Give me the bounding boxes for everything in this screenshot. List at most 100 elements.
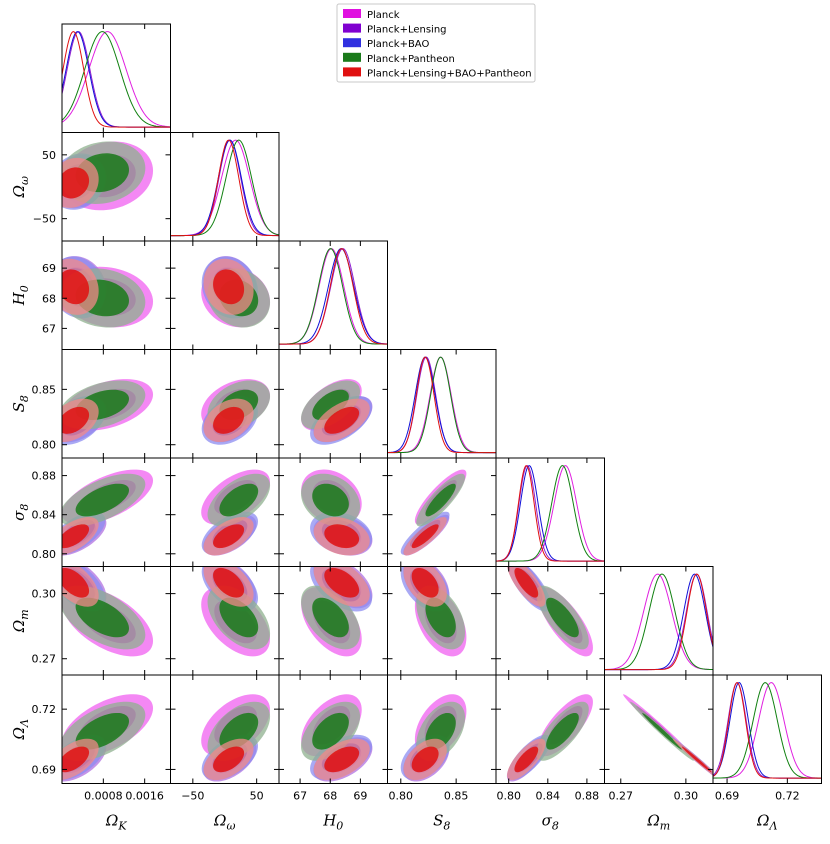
panel-sigma8-vs-sigma8 bbox=[496, 465, 605, 562]
pdf-curve-H0-series-0 bbox=[279, 248, 388, 345]
contour-68-series-4 bbox=[681, 746, 712, 773]
legend-label: Planck+Lensing bbox=[367, 25, 447, 36]
x-axis-label-OmegaK: ΩK bbox=[105, 812, 127, 833]
panel-Omegaw-vs-Omegaw bbox=[170, 139, 279, 237]
contour-68-series-4 bbox=[514, 567, 539, 598]
pdf-curve-OmegaL-series-3 bbox=[713, 682, 822, 779]
panel-OmegaL-vs-S8 bbox=[400, 694, 467, 782]
panel-Omegam-vs-H0 bbox=[301, 566, 373, 657]
x-tick-label-Omegam: 0.27 bbox=[609, 790, 634, 803]
panel-Omegam-vs-OmegaK bbox=[62, 566, 154, 657]
pdf-curve-H0-series-1 bbox=[279, 248, 388, 345]
contour-68-series-4 bbox=[324, 746, 360, 773]
y-tick-label-OmegaL: 0.69 bbox=[32, 763, 57, 776]
panel-OmegaL-vs-sigma8 bbox=[506, 694, 593, 782]
contour-68-series-4 bbox=[62, 167, 90, 199]
panel-sigma8-vs-Omegaw bbox=[201, 469, 271, 556]
panel-sigma8-vs-H0 bbox=[301, 469, 373, 556]
x-tick-label-OmegaK: 0.0008 bbox=[84, 790, 123, 803]
pdf-curve-S8-series-4 bbox=[387, 356, 496, 454]
y-tick-label-sigma8: 0.88 bbox=[32, 470, 57, 483]
legend-swatch bbox=[343, 38, 361, 48]
y-tick-label-S8: 0.85 bbox=[32, 383, 57, 396]
contour-68-series-4 bbox=[62, 567, 90, 598]
contour-68-series-4 bbox=[62, 269, 90, 305]
contour-68-series-4 bbox=[411, 567, 439, 598]
panel-Omegam-vs-Omegaw bbox=[201, 566, 271, 657]
contour-68-series-3 bbox=[312, 389, 349, 420]
panel-Omegam-vs-Omegam bbox=[604, 573, 713, 671]
pdf-curve-Omegam-series-4 bbox=[604, 573, 713, 671]
panel-OmegaL-vs-OmegaL bbox=[713, 682, 822, 779]
panel-OmegaK-vs-OmegaK bbox=[62, 31, 171, 128]
pdf-curve-S8-series-0 bbox=[387, 356, 496, 454]
y-tick-label-OmegaL: 0.72 bbox=[32, 703, 57, 716]
panel-H0-vs-Omegaw bbox=[201, 256, 271, 328]
panel-OmegaL-vs-Omegaw bbox=[201, 694, 271, 782]
contour-68-series-4 bbox=[62, 524, 90, 549]
pdf-curve-S8-series-2 bbox=[387, 356, 496, 454]
pdf-curve-S8-series-3 bbox=[387, 356, 496, 454]
x-tick-label-H0: 67 bbox=[293, 790, 307, 803]
pdf-curve-Omegam-series-3 bbox=[604, 573, 713, 671]
y-tick-label-Omegam: 0.27 bbox=[32, 653, 57, 666]
contour-68-series-4 bbox=[411, 746, 439, 773]
legend-label: Planck bbox=[367, 10, 400, 21]
panel-sigma8-vs-S8 bbox=[400, 469, 467, 556]
pdf-curve-Omegam-series-0 bbox=[604, 573, 713, 671]
y-axis-label-sigma8: σ8 bbox=[10, 504, 31, 521]
panel-frame bbox=[387, 349, 497, 459]
contour-68-series-4 bbox=[213, 269, 245, 305]
pdf-curve-OmegaK-series-1 bbox=[62, 31, 171, 128]
legend-box bbox=[336, 3, 536, 83]
pdf-curve-OmegaL-series-1 bbox=[713, 682, 822, 779]
y-axis-label-S8: S8 bbox=[10, 395, 31, 412]
legend-label: Planck+Pantheon bbox=[367, 54, 455, 65]
pdf-curve-OmegaL-series-4 bbox=[713, 682, 822, 779]
y-axis-label-OmegaL: ΩΛ bbox=[10, 719, 31, 740]
contour-68-series-4 bbox=[62, 746, 90, 773]
legend-swatch bbox=[343, 67, 361, 77]
y-axis-label-Omegaw: Ωω bbox=[10, 176, 31, 198]
contour-68-series-4 bbox=[514, 746, 539, 773]
panel-OmegaL-vs-OmegaK bbox=[62, 694, 154, 782]
y-tick-label-sigma8: 0.84 bbox=[32, 509, 57, 522]
legend-swatch bbox=[343, 23, 361, 33]
contour-68-series-4 bbox=[213, 567, 245, 598]
panel-S8-vs-H0 bbox=[301, 379, 373, 445]
panel-Omegaw-vs-OmegaK bbox=[62, 141, 154, 211]
x-tick-label-OmegaL: 0.69 bbox=[715, 790, 740, 803]
contour-68-series-4 bbox=[324, 406, 360, 434]
contour-68-series-3 bbox=[312, 483, 349, 517]
y-tick-label-H0: 69 bbox=[42, 262, 56, 275]
y-axis-label-Omegam: Ωm bbox=[10, 609, 31, 633]
contour-68-series-3 bbox=[642, 712, 682, 750]
panel-frame bbox=[712, 674, 822, 784]
y-tick-label-Omegam: 0.30 bbox=[32, 588, 57, 601]
x-tick-label-OmegaK: 0.0016 bbox=[125, 790, 164, 803]
pdf-curve-H0-series-4 bbox=[279, 248, 388, 345]
x-tick-label-S8: 0.80 bbox=[389, 790, 414, 803]
pdf-curve-OmegaL-series-2 bbox=[713, 682, 822, 779]
panel-Omegam-vs-sigma8 bbox=[507, 566, 593, 657]
legend: Planck Planck+Lensing Planck+BAO Planck+Pan… bbox=[336, 3, 536, 83]
contour-68-series-3 bbox=[75, 597, 129, 638]
panel-H0-vs-H0 bbox=[279, 248, 388, 345]
x-tick-label-Omegaw: 50 bbox=[250, 790, 264, 803]
x-axis-label-S8: S8 bbox=[433, 812, 450, 833]
x-tick-label-H0: 69 bbox=[353, 790, 367, 803]
panel-S8-vs-S8 bbox=[387, 356, 496, 454]
contour-68-series-3 bbox=[219, 597, 259, 638]
pdf-curve-OmegaK-series-0 bbox=[62, 31, 171, 128]
contour-68-series-3 bbox=[546, 712, 579, 750]
contour-68-series-3 bbox=[219, 483, 259, 517]
pdf-curve-sigma8-series-3 bbox=[496, 465, 605, 562]
x-axis-label-Omegam: Ωm bbox=[646, 812, 670, 833]
x-tick-label-Omegaw: −50 bbox=[181, 790, 204, 803]
pdf-curve-Omegam-series-1 bbox=[604, 573, 713, 671]
panel-frame bbox=[604, 566, 714, 676]
contour-68-series-4 bbox=[411, 524, 439, 549]
y-tick-label-sigma8: 0.80 bbox=[32, 548, 57, 561]
contour-68-series-4 bbox=[213, 406, 245, 434]
